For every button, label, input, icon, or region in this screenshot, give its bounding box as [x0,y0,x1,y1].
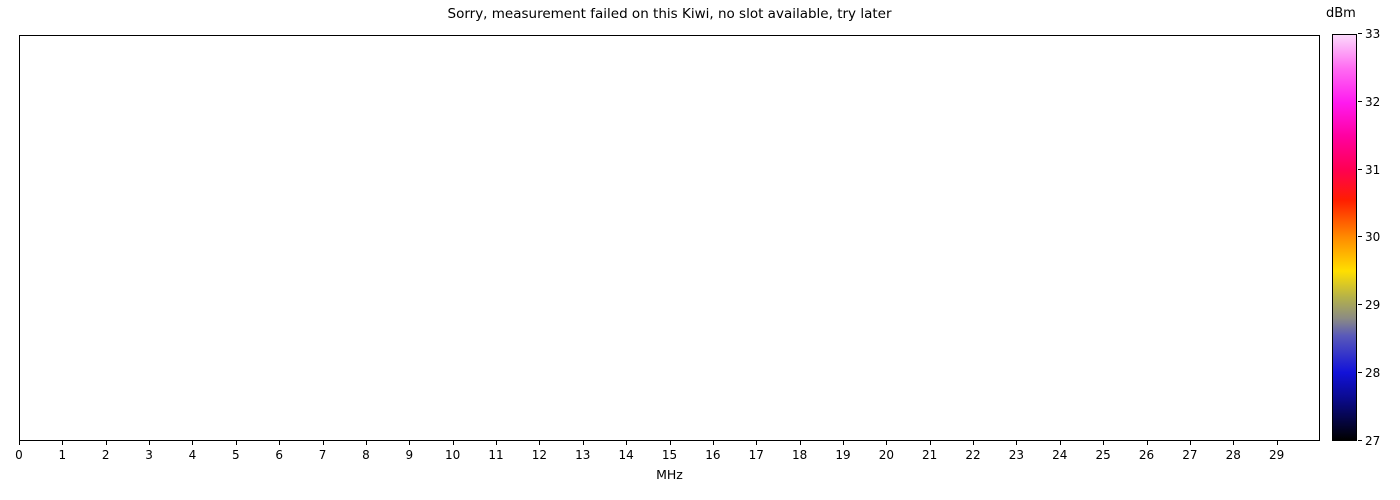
colorbar-gradient [1333,35,1356,440]
x-tick [279,441,281,445]
x-tick [192,441,194,445]
colorbar-tick [1358,101,1362,102]
x-tick-label: 23 [1008,448,1025,462]
x-tick-label: 2 [101,448,110,462]
chart-title: Sorry, measurement failed on this Kiwi, … [447,6,892,22]
x-tick [1059,441,1061,445]
x-tick-label: 19 [835,448,851,462]
x-tick-label: 14 [618,448,634,462]
x-tick-label: 22 [965,448,981,462]
x-tick-label: 18 [791,448,808,462]
x-tick-label: 3 [145,448,153,462]
plot-area [19,35,1320,441]
x-tick [149,441,151,445]
x-tick-label: 10 [445,448,461,462]
x-tick [929,441,931,445]
x-tick [1146,441,1148,445]
colorbar-tick-label: 33 [1365,27,1381,41]
colorbar-tick-label: 29 [1365,298,1381,312]
x-tick-label: 5 [232,448,240,462]
colorbar-tick [1358,236,1362,237]
x-tick-label: 17 [748,448,764,462]
x-tick [1189,441,1191,445]
x-tick-label: 21 [922,448,938,462]
colorbar-tick [1358,440,1362,441]
x-tick [539,441,541,445]
x-tick [582,441,584,445]
x-tick [409,441,411,445]
x-tick-label: 7 [318,448,327,462]
x-tick-label: 25 [1095,448,1111,462]
x-tick [1233,441,1235,445]
x-tick-label: 13 [575,448,591,462]
x-tick-label: 9 [405,448,414,462]
x-tick [626,441,628,445]
x-tick [1103,441,1105,445]
x-tick-label: 15 [661,448,678,462]
colorbar [1332,34,1357,441]
x-tick [756,441,758,445]
x-tick [712,441,714,445]
x-tick-label: 26 [1138,448,1155,462]
colorbar-tick-label: 27 [1365,434,1381,448]
colorbar-tick-label: 31 [1365,163,1381,177]
colorbar-tick-label: 30 [1365,230,1381,244]
x-tick [62,441,64,445]
x-tick [886,441,888,445]
colorbar-title: dBm [1326,6,1356,21]
x-tick [1016,441,1018,445]
x-tick-label: 16 [705,448,721,462]
x-tick [1276,441,1278,445]
colorbar-tick [1358,304,1362,305]
x-tick [19,441,20,445]
colorbar-tick [1358,169,1362,170]
x-tick [365,441,367,445]
x-tick-label: 27 [1182,448,1198,462]
x-tick-label: 8 [362,448,370,462]
colorbar-tick-label: 32 [1365,95,1381,109]
x-tick-label: 11 [488,448,504,462]
x-tick-label: 24 [1052,448,1068,462]
x-tick [322,441,324,445]
x-tick [105,441,107,445]
x-tick [842,441,844,445]
x-tick [799,441,801,445]
x-tick [973,441,975,445]
x-tick-label: 1 [58,448,67,462]
x-axis-label: MHz [656,467,683,482]
x-tick [496,441,498,445]
x-tick-label: 4 [188,448,197,462]
x-tick [669,441,671,445]
x-tick-label: 6 [275,448,283,462]
x-tick [452,441,454,445]
x-tick-label: 29 [1268,448,1285,462]
colorbar-tick [1358,33,1362,34]
x-tick-label: 28 [1225,448,1241,462]
x-tick-label: 20 [878,448,894,462]
x-tick [235,441,237,445]
colorbar-tick [1358,372,1362,373]
x-tick-label: 0 [15,448,23,462]
x-tick-label: 12 [531,448,548,462]
colorbar-tick-label: 28 [1365,366,1381,380]
